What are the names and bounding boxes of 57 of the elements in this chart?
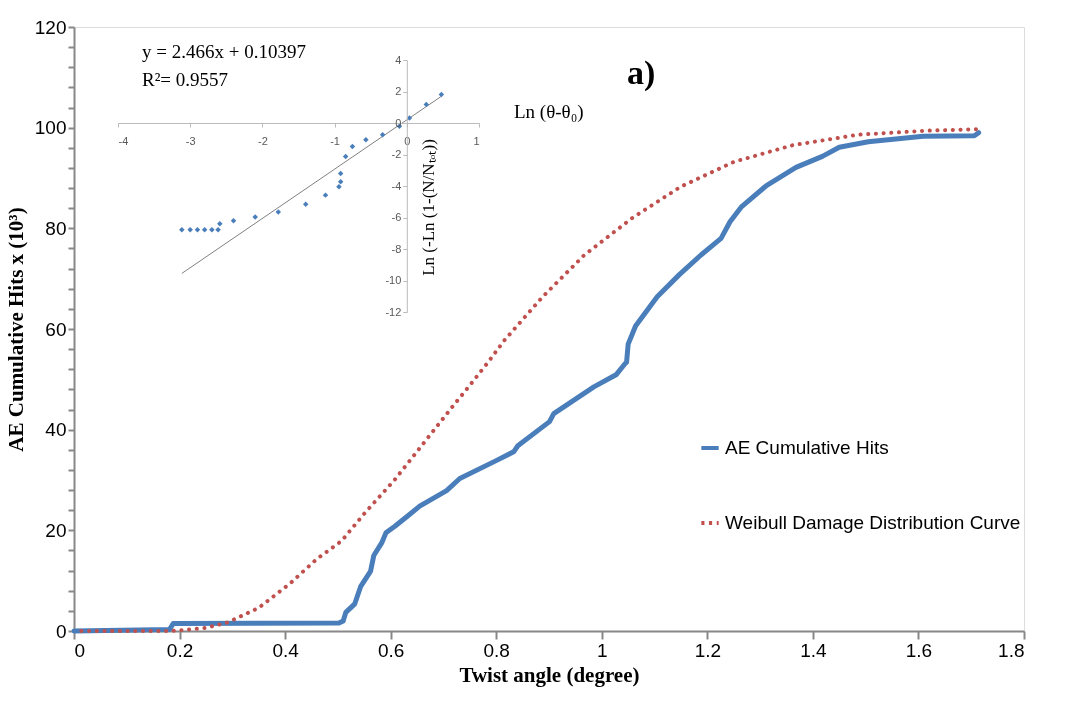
x-axis-title: Ln (θ-θ₀) [514, 101, 584, 123]
x-tick-label: 0.8 [483, 639, 510, 661]
annotation: a) [627, 54, 656, 92]
y-tick-label: -8 [391, 242, 402, 255]
point [379, 132, 386, 138]
x-tick-label: -3 [185, 134, 196, 147]
y-tick-label: 100 [34, 117, 67, 139]
x-tick-label: 0 [74, 639, 86, 661]
y-tick-label: 20 [45, 519, 67, 541]
x-axis-title: Twist angle (degree) [459, 662, 640, 687]
annotation: y = 2.466x + 0.10397 [142, 41, 306, 62]
point [217, 221, 223, 227]
point [201, 227, 208, 233]
y-tick-label: 0 [55, 620, 67, 642]
y-tick-label: 120 [34, 16, 67, 38]
x-tick-label: 0.6 [377, 639, 405, 661]
point [179, 227, 185, 233]
x-tick-label: -1 [330, 134, 340, 147]
y-tick-label: -12 [385, 305, 402, 318]
y-tick-label: 2 [395, 85, 402, 97]
point [423, 101, 430, 108]
y-tick-label: 80 [45, 217, 67, 239]
point [337, 170, 344, 177]
x-tick-label: 1 [473, 134, 480, 147]
point [363, 137, 369, 143]
point [302, 201, 309, 208]
point [215, 227, 221, 233]
point [187, 227, 193, 233]
y-tick-label: -6 [391, 211, 402, 223]
y-tick-label: -2 [391, 148, 402, 160]
y-tick-label: -4 [391, 179, 402, 192]
x-tick-label: 1.8 [998, 639, 1025, 661]
x-tick-label: 1 [596, 639, 608, 661]
x-tick-label: 0.2 [166, 639, 194, 661]
y-tick-label: 40 [45, 419, 67, 441]
y-tick-label: 60 [45, 318, 67, 340]
point [194, 227, 201, 233]
annotation: R²= 0.9557 [142, 69, 229, 90]
x-tick-label: -2 [258, 134, 268, 147]
legend-label: Weibull Damage Distribution Curve [725, 512, 1021, 533]
y-axis-title: AE Cumulative Hits x (10³) [3, 207, 28, 452]
x-tick-label: 1.2 [694, 639, 722, 661]
y-axis-title: Ln (-Ln (1-(N/Nₜₒₜ)) [419, 139, 439, 276]
y-tick-label: 4 [395, 53, 402, 66]
x-tick-label: 0 [404, 134, 411, 147]
point [209, 227, 215, 233]
y-tick-label: -10 [385, 274, 402, 286]
x-tick-label: 1.4 [800, 639, 828, 661]
point [322, 192, 329, 198]
x-tick-label: 1.6 [905, 639, 933, 661]
point [275, 209, 282, 215]
x-tick-label: 0.4 [272, 639, 300, 661]
legend-label: AE Cumulative Hits [725, 437, 889, 458]
x-tick-label: -4 [118, 134, 129, 147]
point [406, 115, 413, 121]
point [337, 179, 344, 185]
point [336, 184, 342, 190]
